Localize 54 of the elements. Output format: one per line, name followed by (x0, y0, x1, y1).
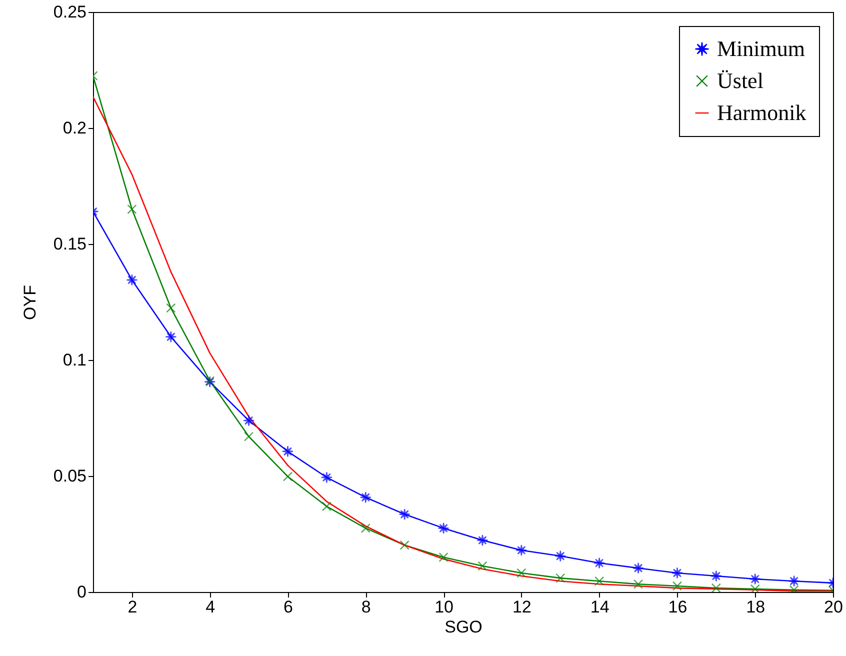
x-tick-label: 12 (512, 598, 532, 616)
point (400, 540, 410, 550)
y-tick-label: 0.25 (53, 2, 86, 22)
y-tick-label: 0.1 (62, 350, 86, 370)
point (166, 303, 176, 313)
point (478, 561, 488, 571)
legend-label: Üstel (717, 68, 764, 93)
x-tick-label: 4 (206, 598, 216, 616)
point (516, 568, 526, 578)
point (282, 446, 294, 458)
legend-label: Minimum (717, 36, 806, 61)
point (322, 502, 332, 512)
y-axis-title: OYF (20, 285, 40, 320)
x-axis-title: SGO (444, 618, 482, 636)
point (632, 562, 644, 574)
x-tick-label: 8 (361, 598, 371, 616)
y-tick-label: 0.15 (53, 234, 86, 254)
point (126, 274, 138, 286)
point (242, 414, 255, 426)
x-tick-label: 6 (284, 598, 293, 616)
point (282, 472, 293, 482)
point (554, 550, 566, 562)
point (360, 523, 370, 533)
point (671, 567, 684, 579)
point (788, 575, 800, 587)
x-tick-label: 2 (128, 598, 138, 616)
point (438, 552, 448, 562)
y-tick-label: 0.05 (53, 466, 86, 486)
point (593, 557, 606, 569)
y-tick-label: 0 (77, 582, 86, 602)
legend-label: Harmonik (717, 100, 806, 125)
point (438, 522, 450, 534)
x-tick-label: 20 (824, 598, 843, 616)
point (476, 534, 488, 546)
point (749, 573, 761, 585)
point (556, 573, 566, 583)
point (320, 472, 333, 484)
point (711, 583, 721, 592)
x-tick-label: 10 (434, 598, 454, 616)
point (710, 570, 722, 582)
point (360, 492, 372, 504)
x-tick-label: 14 (590, 598, 610, 616)
point (516, 544, 528, 556)
point (672, 581, 682, 591)
point (633, 579, 644, 589)
x-tick-label: 16 (668, 598, 688, 616)
y-tick-label: 0.2 (62, 118, 86, 138)
point (398, 508, 410, 520)
point (165, 330, 177, 343)
point (244, 432, 254, 442)
point (750, 584, 760, 592)
x-tick-label: 18 (746, 598, 766, 616)
point (127, 204, 137, 214)
point (594, 576, 604, 586)
